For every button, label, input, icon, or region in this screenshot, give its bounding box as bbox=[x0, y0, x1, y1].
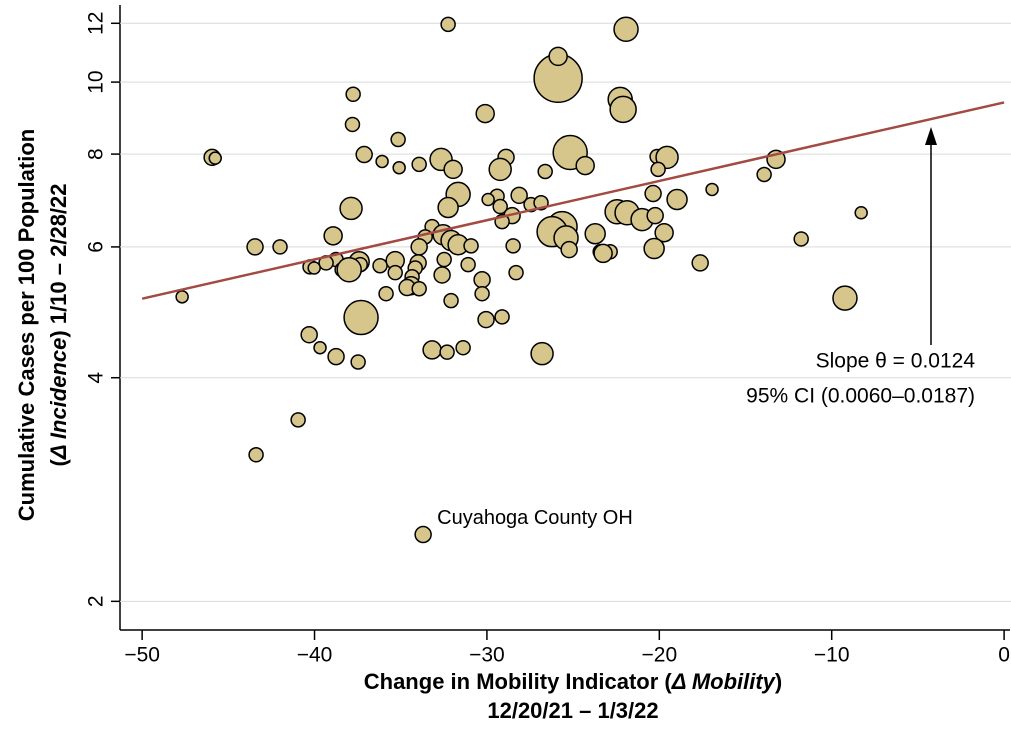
bubble bbox=[475, 103, 495, 124]
bubble bbox=[246, 238, 264, 256]
bubble bbox=[411, 281, 427, 297]
x-axis-label: Change in Mobility Indicator (Δ Mobility… bbox=[364, 669, 783, 694]
bubble bbox=[654, 222, 674, 243]
bubble bbox=[323, 226, 343, 246]
x-label-part: Change in Mobility Indicator ( bbox=[364, 669, 673, 694]
x-tick-label: −30 bbox=[469, 644, 505, 667]
x-label-part: ) bbox=[775, 669, 782, 694]
bubble bbox=[644, 184, 662, 203]
bubble bbox=[575, 155, 595, 176]
bubble bbox=[473, 270, 491, 289]
bubble bbox=[492, 198, 508, 215]
x-tick-label: −10 bbox=[814, 644, 850, 667]
bubble bbox=[613, 16, 639, 43]
bubble bbox=[343, 299, 379, 336]
fit-line bbox=[141, 101, 1005, 300]
bubble bbox=[248, 447, 264, 463]
y-axis-label: Cumulative Cases per 100 Population bbox=[14, 129, 39, 521]
bubble bbox=[548, 46, 568, 67]
bubble bbox=[793, 231, 809, 247]
y-label-part: Δ Incidence bbox=[46, 338, 71, 461]
bubble bbox=[832, 285, 858, 311]
bubble bbox=[410, 238, 428, 256]
annotation: 95% CI (0.0060–0.0187) bbox=[746, 385, 975, 408]
bubble bbox=[705, 182, 719, 197]
bubble bbox=[646, 206, 664, 225]
bubble bbox=[355, 145, 373, 164]
bubble bbox=[437, 196, 459, 219]
bubble bbox=[436, 251, 452, 268]
y-tick-label: 10 bbox=[85, 70, 108, 93]
bubble bbox=[378, 285, 394, 302]
bubble bbox=[372, 257, 388, 274]
bubble bbox=[463, 238, 479, 254]
bubble bbox=[854, 206, 868, 220]
bubble bbox=[584, 222, 606, 245]
bubble bbox=[350, 354, 366, 370]
bubble bbox=[290, 412, 306, 428]
bubble bbox=[488, 157, 512, 182]
y-label-part: ) 1/10 – 2/28/22 bbox=[46, 183, 71, 337]
arrow-head bbox=[925, 127, 937, 145]
bubble bbox=[609, 95, 637, 124]
x-label-part: Δ Mobility bbox=[671, 669, 777, 694]
bubble bbox=[345, 86, 361, 103]
bubble bbox=[327, 347, 345, 366]
y-label-part: ( bbox=[46, 459, 71, 467]
bubble bbox=[300, 325, 318, 344]
bubble bbox=[313, 340, 327, 355]
bubble bbox=[505, 238, 521, 254]
bubble bbox=[537, 163, 553, 180]
x-tick-label: −50 bbox=[124, 644, 160, 667]
bubble bbox=[477, 310, 495, 329]
bubble bbox=[208, 151, 222, 165]
bubble bbox=[392, 160, 406, 175]
y-tick-label: 8 bbox=[85, 148, 108, 160]
bubble bbox=[390, 131, 406, 148]
bubble bbox=[272, 239, 288, 255]
bubble bbox=[508, 264, 524, 281]
bubble bbox=[175, 290, 189, 304]
bubble bbox=[411, 156, 427, 173]
x-tick-label: −20 bbox=[642, 644, 678, 667]
annotation: Cuyahoga County OH bbox=[437, 507, 633, 529]
bubble bbox=[481, 192, 495, 207]
bubble bbox=[339, 196, 363, 221]
bubble bbox=[344, 116, 361, 133]
x-axis-label: 12/20/21 – 1/3/22 bbox=[487, 698, 658, 723]
bubble bbox=[460, 256, 476, 273]
bubble bbox=[530, 341, 554, 366]
bubble bbox=[474, 285, 490, 302]
bubble bbox=[443, 292, 459, 309]
y-tick-label: 4 bbox=[85, 372, 108, 384]
bubble bbox=[510, 186, 528, 205]
x-tick-label: 0 bbox=[998, 644, 1010, 667]
bubble bbox=[307, 261, 321, 275]
bubble bbox=[336, 256, 362, 283]
bubble bbox=[422, 340, 442, 360]
bubble bbox=[593, 243, 613, 264]
x-tick-label: −40 bbox=[297, 644, 333, 667]
annotation: Slope θ = 0.0124 bbox=[816, 350, 976, 373]
bubble bbox=[666, 188, 688, 211]
bubble bbox=[440, 16, 456, 33]
bubble bbox=[494, 309, 510, 325]
bubble bbox=[443, 159, 463, 180]
bubble bbox=[455, 339, 471, 356]
bubble bbox=[643, 237, 665, 260]
y-axis-label: (Δ Incidence) 1/10 – 2/28/22 bbox=[46, 183, 71, 466]
bubble bbox=[439, 344, 455, 360]
y-tick-label: 2 bbox=[85, 595, 108, 607]
bubble bbox=[560, 240, 578, 259]
bubble bbox=[387, 264, 403, 281]
bubble bbox=[414, 525, 432, 544]
bubble bbox=[375, 154, 389, 169]
bubble bbox=[650, 161, 666, 178]
bubble bbox=[691, 254, 709, 272]
bubble bbox=[433, 266, 451, 284]
y-tick-label: 6 bbox=[85, 241, 108, 253]
bubble bbox=[756, 166, 772, 183]
y-tick-label: 12 bbox=[85, 12, 108, 35]
